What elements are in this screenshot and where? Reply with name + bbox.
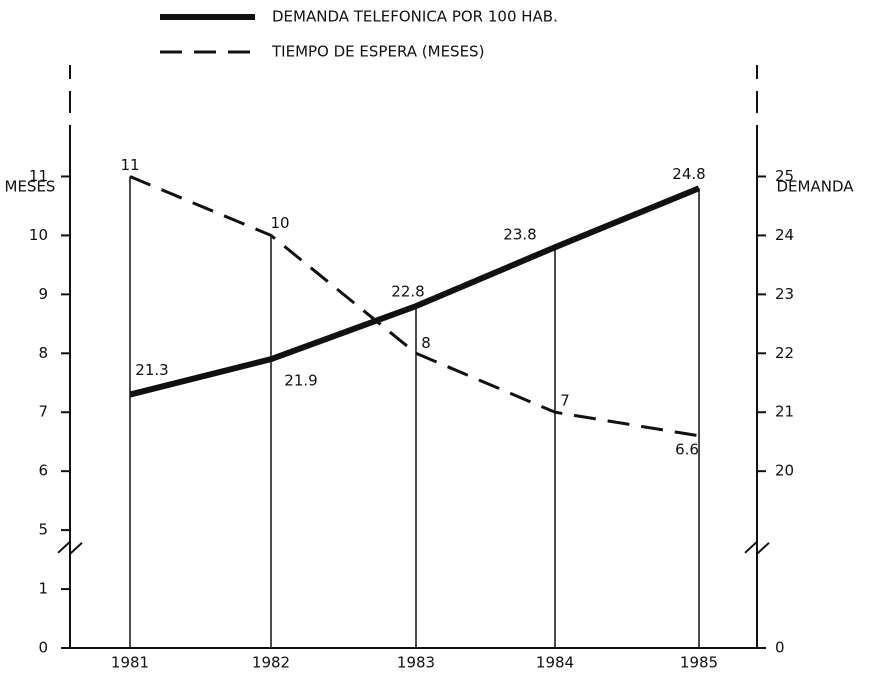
y2-tick-label: 21 [775,403,794,421]
y-tick-label: 5 [38,521,48,539]
x-tick-label: 1981 [111,654,149,672]
y-tick-label: 11 [29,167,48,185]
value-label: 7 [560,392,570,410]
y-tick-label: 6 [38,462,48,480]
y2-tick-label: 23 [775,285,794,303]
value-label: 10 [270,214,289,232]
y-tick-label: 9 [38,285,48,303]
y-tick-label: 7 [38,403,48,421]
y-axis-label: MESES [5,178,56,196]
legend-label: DEMANDA TELEFONICA POR 100 HAB. [272,8,558,26]
y2-axis-label: DEMANDA [777,178,855,196]
y-tick-label: 8 [38,344,48,362]
y2-tick-label: 24 [775,226,794,244]
x-tick-label: 1984 [536,654,574,672]
y2-tick-label: 22 [775,344,794,362]
value-label: 24.8 [672,165,705,183]
y-tick-label: 0 [38,639,48,657]
value-label: 22.8 [391,283,424,301]
y2-tick-label: 0 [775,639,785,657]
legend-label: TIEMPO DE ESPERA (MESES) [271,43,484,61]
y2-tick-label: 20 [775,462,794,480]
series-line [129,185,701,398]
x-tick-label: 1985 [680,654,718,672]
value-label: 21.9 [284,372,317,390]
y2-tick-label: 25 [775,167,794,185]
value-label: 11 [120,156,139,174]
x-tick-label: 1982 [252,654,290,672]
value-label: 8 [421,334,431,352]
value-label: 21.3 [135,361,168,379]
axis-break [57,539,83,557]
y-tick-label: 1 [38,580,48,598]
value-label: 23.8 [503,226,536,244]
axis-break [744,539,770,557]
y-tick-label: 10 [29,226,48,244]
value-label: 6.6 [675,440,699,458]
x-tick-label: 1983 [397,654,435,672]
